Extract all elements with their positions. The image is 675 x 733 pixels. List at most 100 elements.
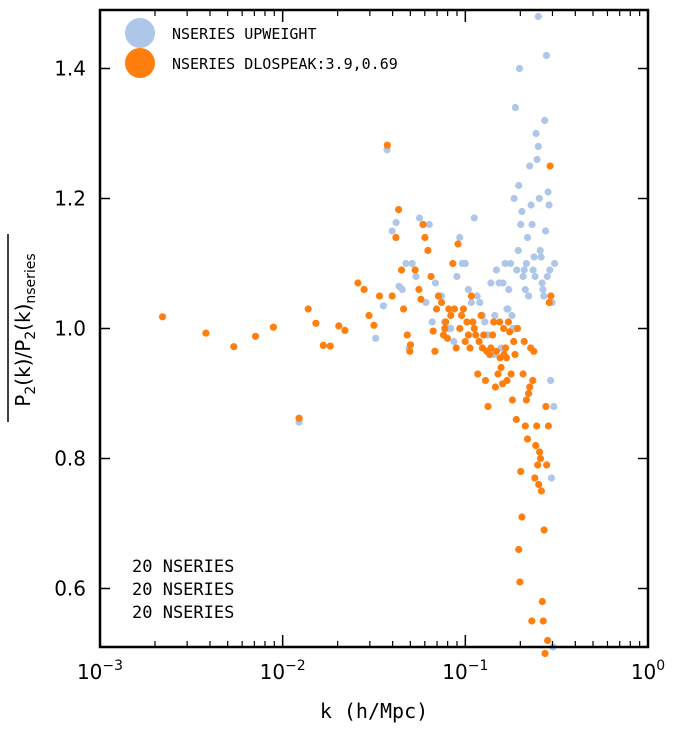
point-series-1-110 bbox=[537, 487, 546, 495]
point-series-1-57 bbox=[470, 324, 478, 333]
point-series-1-5 bbox=[295, 414, 303, 422]
point-series-1-30 bbox=[421, 233, 429, 242]
point-series-0-52 bbox=[515, 64, 524, 73]
point-series-1-63 bbox=[480, 331, 488, 339]
point-series-1-64 bbox=[481, 376, 490, 385]
point-series-1-14 bbox=[365, 311, 373, 320]
point-series-0-73 bbox=[538, 279, 546, 287]
point-series-1-118 bbox=[544, 422, 553, 430]
point-series-0-30 bbox=[470, 214, 478, 222]
y-axis-label: P2(k)/P2(k)nseries bbox=[7, 234, 39, 422]
point-series-0-5 bbox=[392, 219, 400, 227]
point-series-0-90 bbox=[511, 103, 519, 112]
point-series-1-84 bbox=[510, 337, 518, 346]
point-series-1-82 bbox=[507, 370, 515, 378]
point-series-1-67 bbox=[486, 350, 494, 359]
point-series-1-123 bbox=[500, 324, 508, 333]
x-tick-label-1: 10−2 bbox=[260, 658, 306, 684]
point-series-1-116 bbox=[543, 461, 551, 469]
point-series-0-67 bbox=[532, 129, 540, 138]
point-series-0-76 bbox=[541, 116, 549, 125]
point-series-1-24 bbox=[406, 347, 414, 355]
point-series-0-75 bbox=[540, 292, 548, 300]
point-series-1-66 bbox=[484, 402, 492, 411]
point-series-1-75 bbox=[497, 363, 505, 372]
point-series-1-61 bbox=[477, 311, 485, 320]
point-series-0-61 bbox=[526, 162, 534, 170]
point-series-0-60 bbox=[525, 292, 533, 300]
annotations: 20 NSERIES 20 NSERIES 20 NSERIES bbox=[132, 557, 234, 623]
point-series-1-81 bbox=[506, 328, 514, 336]
point-series-0-56 bbox=[520, 266, 528, 274]
point-series-0-70 bbox=[535, 194, 543, 203]
point-series-1-22 bbox=[400, 305, 408, 313]
point-series-1-39 bbox=[441, 324, 449, 333]
point-series-1-111 bbox=[538, 597, 546, 606]
point-series-1-83 bbox=[508, 396, 516, 404]
point-series-1-74 bbox=[496, 318, 504, 326]
point-series-0-24 bbox=[453, 272, 461, 281]
point-series-1-48 bbox=[456, 324, 464, 333]
point-series-1-34 bbox=[431, 347, 439, 355]
point-series-0-87 bbox=[550, 402, 558, 411]
point-series-0-41 bbox=[499, 279, 507, 287]
annotation-line-3: 20 NSERIES bbox=[132, 603, 234, 623]
point-series-0-10 bbox=[408, 259, 416, 268]
point-series-0-69 bbox=[534, 142, 542, 151]
point-series-1-56 bbox=[469, 318, 477, 326]
point-series-1-11 bbox=[341, 326, 349, 334]
point-series-0-66 bbox=[531, 272, 539, 281]
annotation-line-2: 20 NSERIES bbox=[132, 580, 234, 600]
point-series-1-121 bbox=[547, 292, 555, 300]
point-series-1-50 bbox=[459, 305, 467, 313]
y-label-end: (k) bbox=[11, 304, 35, 331]
point-series-1-94 bbox=[521, 422, 529, 430]
point-series-1-73 bbox=[494, 370, 502, 378]
point-series-0-51 bbox=[514, 246, 522, 255]
point-series-1-104 bbox=[532, 441, 540, 450]
point-series-1-35 bbox=[432, 305, 441, 313]
point-series-1-78 bbox=[501, 344, 510, 352]
point-series-0-57 bbox=[521, 285, 529, 294]
point-series-1-44 bbox=[449, 259, 457, 268]
point-series-0-83 bbox=[547, 376, 555, 385]
point-series-0-59 bbox=[523, 233, 532, 242]
point-series-0-91 bbox=[515, 181, 523, 190]
point-series-1-114 bbox=[541, 649, 549, 658]
point-series-1-95 bbox=[522, 396, 531, 404]
point-series-0-34 bbox=[481, 318, 489, 326]
y-label-sub2: 2 bbox=[23, 331, 39, 340]
point-series-1-41 bbox=[443, 334, 451, 342]
y-label-p1: P bbox=[11, 395, 35, 407]
x-tick-label-3: 100 bbox=[631, 658, 665, 684]
y-tick-label-4: 1.4 bbox=[54, 57, 86, 81]
y-label-mid: (k)/P bbox=[11, 340, 35, 386]
point-series-1-37 bbox=[438, 298, 446, 307]
point-series-0-74 bbox=[539, 285, 547, 294]
point-series-0-81 bbox=[545, 201, 553, 209]
point-series-0-16 bbox=[428, 318, 436, 326]
svg-text:P2(k)/P2(k)nseries: P2(k)/P2(k)nseries bbox=[11, 253, 39, 406]
point-series-1-26 bbox=[411, 266, 419, 274]
point-series-1-31 bbox=[424, 246, 432, 255]
point-series-0-12 bbox=[415, 214, 424, 222]
point-series-1-0 bbox=[158, 313, 167, 321]
point-series-0-46 bbox=[508, 311, 516, 320]
point-series-1-87 bbox=[513, 324, 522, 333]
point-series-0-42 bbox=[501, 259, 509, 268]
point-series-0-38 bbox=[492, 266, 500, 274]
point-series-1-13 bbox=[360, 285, 368, 294]
point-series-1-28 bbox=[417, 295, 425, 303]
point-series-1-51 bbox=[461, 337, 469, 346]
point-series-1-108 bbox=[536, 448, 544, 456]
point-series-0-93 bbox=[504, 305, 512, 313]
x-axis-label: k (h/Mpc) bbox=[320, 699, 428, 723]
point-series-0-25 bbox=[456, 233, 464, 242]
point-series-1-3 bbox=[251, 332, 260, 340]
point-series-0-68 bbox=[533, 155, 541, 164]
point-series-1-98 bbox=[526, 383, 534, 391]
point-series-1-68 bbox=[487, 344, 495, 352]
point-series-1-96 bbox=[523, 435, 532, 443]
point-series-0-29 bbox=[467, 298, 475, 307]
